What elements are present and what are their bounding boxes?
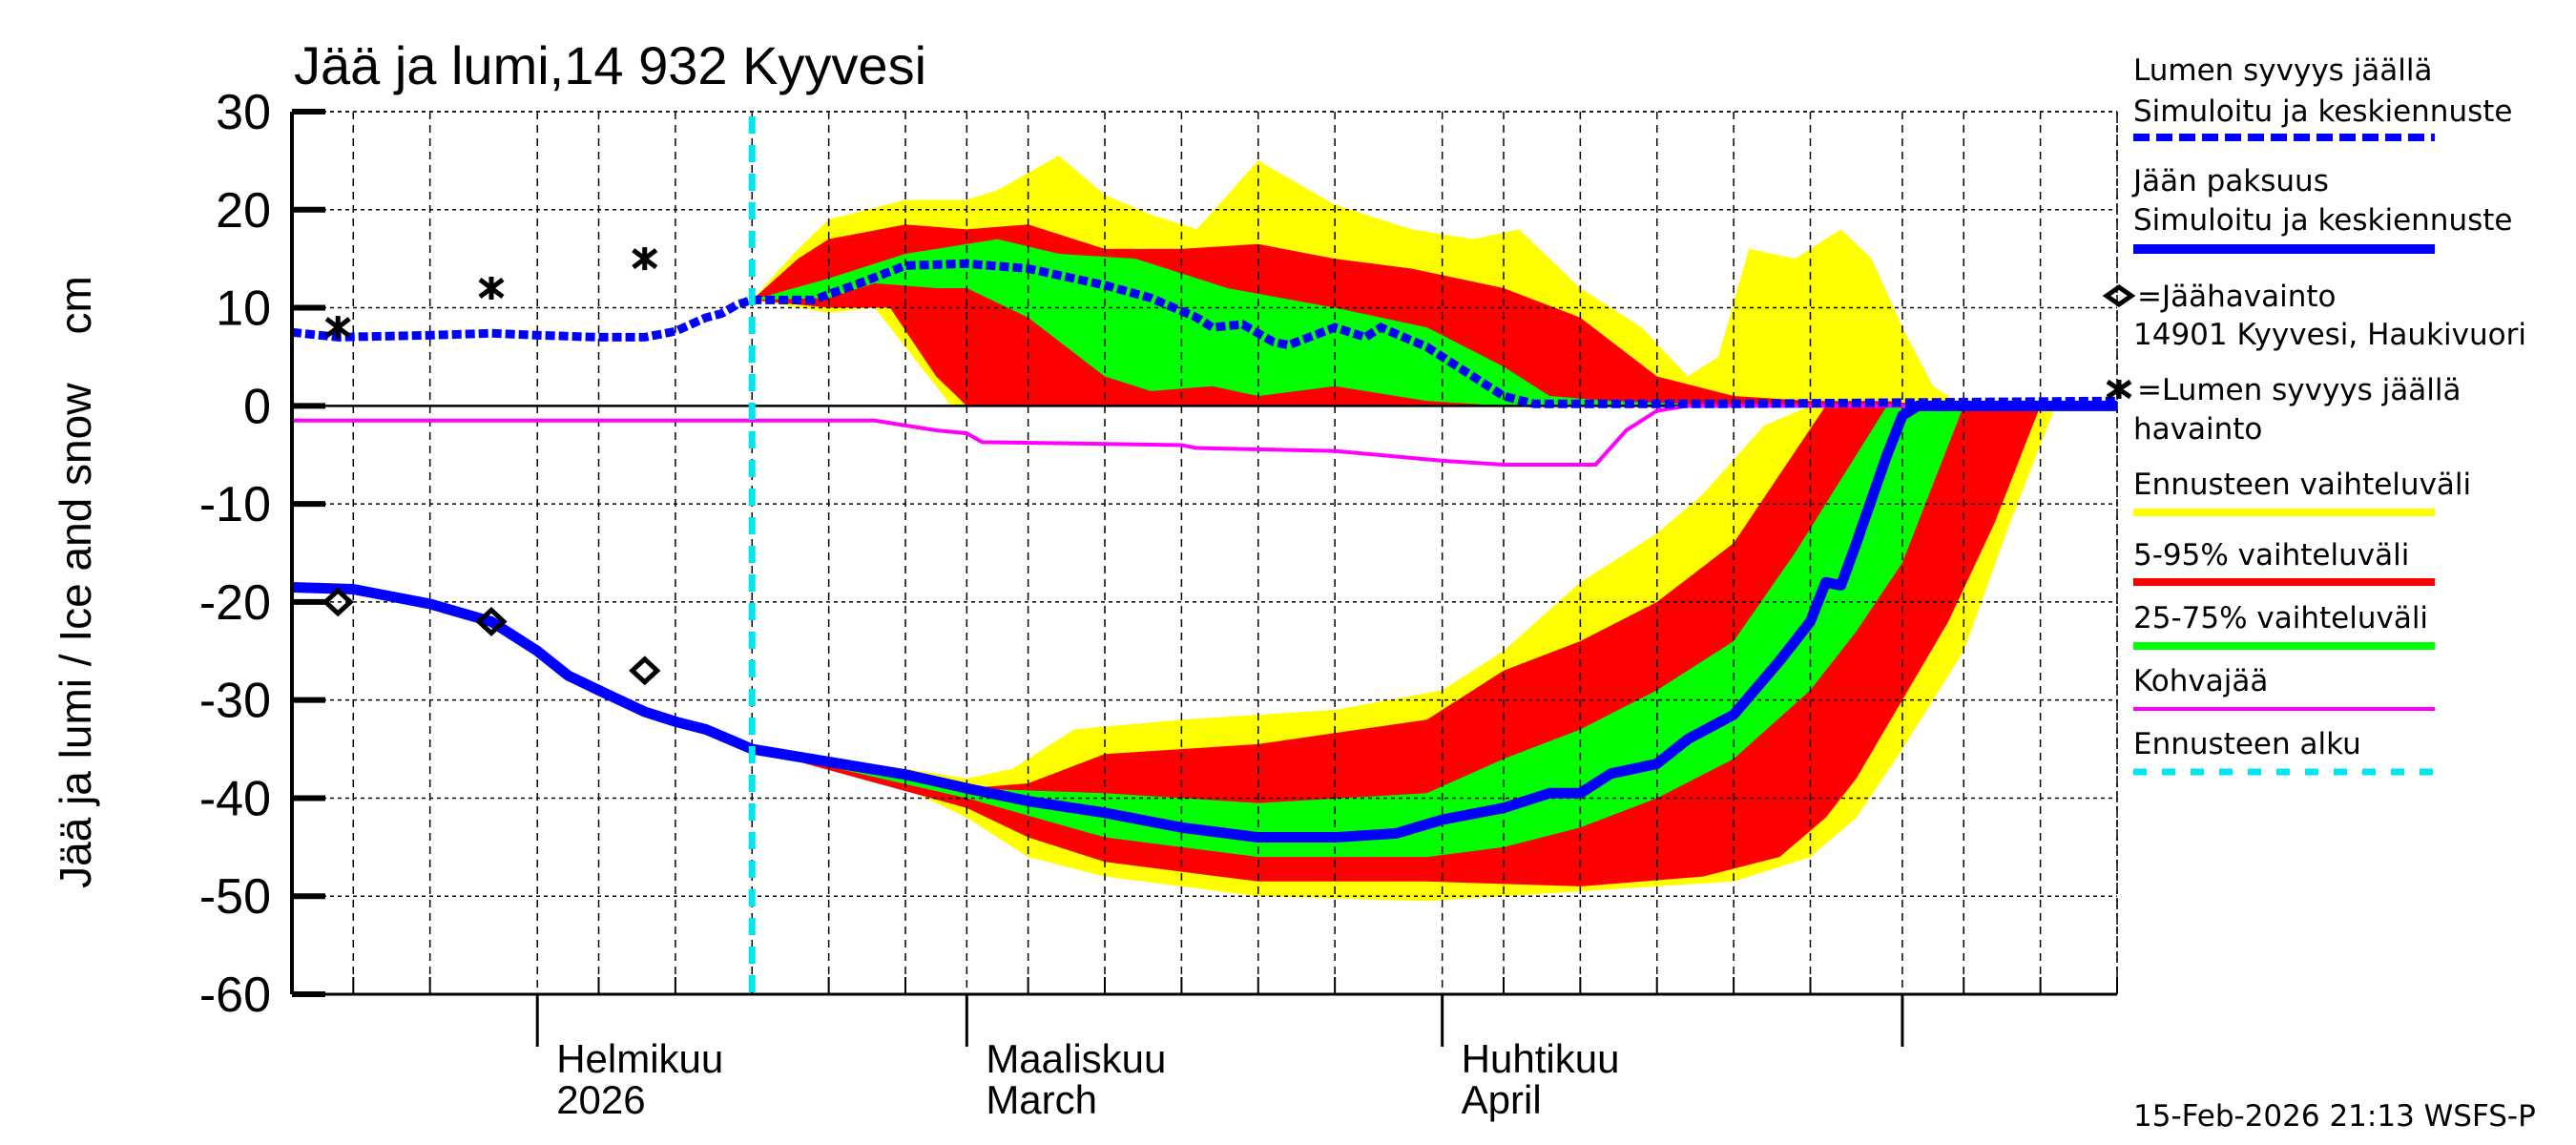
legend-forecast-label: Ennusteen alku [2133,727,2361,761]
x-tick-label-month: Huhtikuu [1462,1036,1620,1081]
y-axis-label: Jää ja lumi / Ice and snow cm [51,276,100,888]
x-tick-label-month: Helmikuu [556,1036,723,1081]
asterisk-icon [2106,379,2132,400]
legend-green-label: 25-75% vaihteluväli [2133,601,2428,635]
legend-obs-ice-label-2: 14901 Kyyvesi, Haukivuori [2133,318,2526,352]
y-tick-label: -10 [199,477,271,532]
diamond-icon [2102,283,2136,308]
kohvajaa-line [292,404,2117,467]
y-tick-label: -30 [199,674,271,729]
series-lines [291,116,2118,994]
y-tick-label: 0 [243,379,271,434]
ice-thickness-line [291,400,2117,843]
legend-red-label: 5-95% vaihteluväli [2133,538,2409,572]
x-tick-label-sub: March [986,1077,1097,1122]
legend-obs-ice-label-1: =Jäähavainto [2137,280,2336,314]
x-tick-label-sub: 2026 [556,1077,645,1122]
band-ice-green [752,406,1964,858]
ice-observation-diamond [322,587,354,617]
ice-observation-diamond [629,656,661,686]
y-tick-label: -20 [199,575,271,631]
y-tick-label: 20 [216,183,271,239]
legend-snow-label-2: Simuloitu ja keskiennuste [2133,94,2512,129]
axes [290,109,2117,997]
x-tick-label-sub: April [1462,1077,1542,1122]
legend-ice-label-1: Jään paksuus [2131,164,2329,198]
legend-snow-label-1: Lumen syvyys jäällä [2133,53,2433,88]
snow-observation-asterisk [632,247,658,271]
legend-yellow-label: Ennusteen vaihteluväli [2133,468,2471,502]
y-tick-label: -50 [199,869,271,925]
y-tick-label: -60 [199,968,271,1023]
legend-obs-snow-label-2: havainto [2133,412,2262,447]
legend-ice-label-2: Simuloitu ja keskiennuste [2133,203,2512,238]
snow-observation-asterisk [324,316,351,340]
legend-kohva-label: Kohvajää [2133,664,2268,698]
legend: Lumen syvyys jäällä Simuloitu ja keskien… [2102,53,2526,776]
snow-observation-asterisk [478,277,505,300]
chart-title: Jää ja lumi,14 932 Kyyvesi [294,35,926,95]
y-tick-label: 10 [216,281,271,337]
snow-depth-line [291,259,2118,408]
legend-obs-snow-label-1: =Lumen syvyys jäällä [2137,373,2462,407]
ice-observation-diamond [475,607,508,636]
timestamp: 15-Feb-2026 21:13 WSFS-P [2133,1099,2536,1134]
observations [322,247,661,686]
y-tick-label: -40 [199,771,271,826]
y-tick-labels: 30 20 10 0 -10 -20 -30 -40 -50 -60 [199,85,271,1023]
x-tick-label-month: Maaliskuu [986,1036,1166,1081]
y-tick-label: 30 [216,85,271,140]
